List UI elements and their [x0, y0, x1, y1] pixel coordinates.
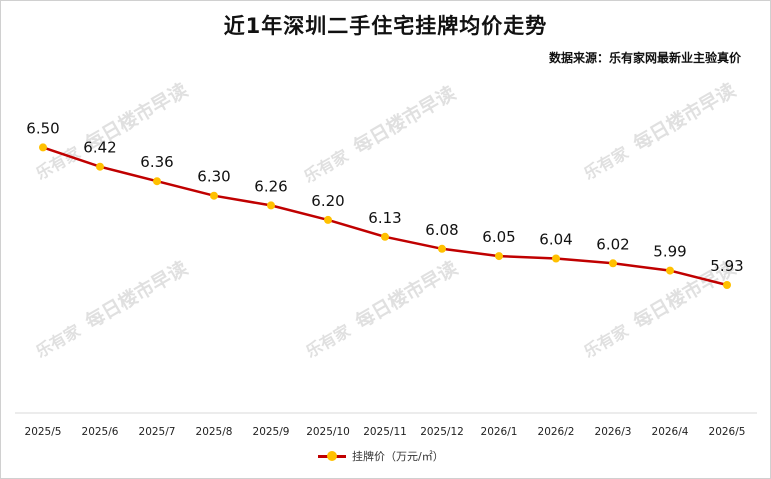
chart-title: 近1年深圳二手住宅挂牌均价走势 [223, 14, 548, 38]
x-tick-label: 2026/4 [652, 426, 689, 438]
x-tick-label: 2025/5 [25, 426, 62, 438]
data-point [210, 191, 218, 200]
data-point [723, 281, 731, 289]
legend-label: 挂牌价（万元/㎡） [352, 450, 444, 463]
watermark: 乐有家 每日楼市早读 [33, 256, 192, 362]
data-label: 6.20 [311, 192, 344, 210]
data-point [381, 232, 389, 241]
x-tick-label: 2025/9 [253, 426, 290, 438]
data-point [438, 244, 446, 253]
x-tick-label: 2025/6 [82, 426, 119, 438]
x-tick-label: 2025/7 [139, 426, 176, 438]
watermark-text: 每日楼市早读 [349, 81, 459, 158]
data-label: 6.13 [368, 209, 401, 227]
data-label: 6.05 [482, 228, 515, 246]
data-label: 6.02 [596, 235, 629, 253]
data-label: 5.93 [710, 257, 743, 275]
watermark-brand: 乐有家 [303, 321, 355, 362]
data-point [96, 162, 104, 171]
data-label: 5.99 [653, 243, 686, 261]
watermark-brand: 乐有家 [581, 321, 633, 362]
watermark-text: 每日楼市早读 [351, 256, 461, 333]
watermark-brand: 乐有家 [581, 143, 633, 184]
data-point [324, 215, 332, 224]
watermark: 乐有家 每日楼市早读 [301, 81, 460, 187]
legend-swatch [318, 450, 346, 462]
data-label: 6.08 [425, 221, 458, 239]
plot-area: 6.50 6.42 6.36 6.30 6.26 6.20 6.13 6.08 6.05 6.04… [25, 119, 746, 438]
x-tick-label: 2025/11 [363, 426, 407, 438]
data-label: 6.50 [26, 119, 59, 137]
data-point [267, 201, 275, 210]
watermark-text: 每日楼市早读 [629, 78, 739, 155]
x-tick-label: 2026/3 [595, 426, 632, 438]
watermark: 乐有家 每日楼市早读 [581, 78, 740, 184]
x-tick-label: 2026/1 [481, 426, 518, 438]
data-point [495, 252, 503, 261]
watermark-text: 每日楼市早读 [81, 256, 191, 333]
legend: 挂牌价（万元/㎡） [318, 448, 444, 464]
watermark-brand: 乐有家 [301, 146, 353, 187]
data-point [609, 259, 617, 268]
data-point [666, 266, 674, 275]
data-label: 6.42 [83, 139, 116, 157]
data-point [552, 254, 560, 263]
data-point [39, 143, 47, 152]
x-tick-label: 2026/2 [538, 426, 575, 438]
data-point [153, 177, 161, 186]
data-label: 6.30 [197, 168, 230, 186]
data-label: 6.36 [140, 153, 173, 171]
x-tick-label: 2025/8 [196, 426, 233, 438]
data-label: 6.04 [539, 231, 572, 249]
watermark-brand: 乐有家 [33, 321, 85, 362]
watermark: 乐有家 每日楼市早读 [303, 256, 462, 362]
data-source: 数据来源：乐有家网最新业主验真价 [548, 51, 741, 65]
data-label: 6.26 [254, 177, 287, 195]
x-tick-label: 2025/12 [420, 426, 464, 438]
x-tick-label: 2026/5 [709, 426, 746, 438]
x-tick-label: 2025/10 [306, 426, 350, 438]
